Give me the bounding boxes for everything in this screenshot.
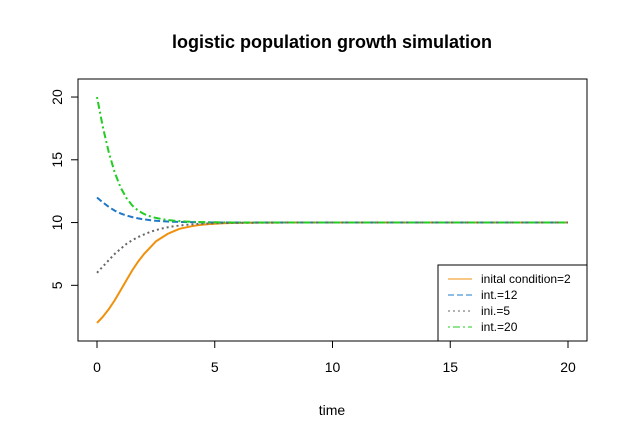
series-line-2 xyxy=(96,196,568,224)
y-axis: 5 10 15 20 xyxy=(49,89,79,289)
y-tick-label: 5 xyxy=(49,281,65,289)
x-tick-label: 20 xyxy=(560,359,576,375)
legend-box xyxy=(437,264,588,342)
series-layer xyxy=(96,96,568,324)
series-line-4 xyxy=(96,96,568,224)
legend-label: int.=20 xyxy=(481,320,518,334)
x-tick-label: 0 xyxy=(93,359,101,375)
chart-title: logistic population growth simulation xyxy=(172,32,492,52)
x-axis-label: time xyxy=(319,402,346,418)
y-tick-label: 20 xyxy=(49,89,65,105)
legend: inital condition=2 int.=12 ini.=5 int.=20 xyxy=(437,264,588,342)
legend-label: ini.=5 xyxy=(481,304,510,318)
y-tick-label: 10 xyxy=(49,215,65,231)
x-axis: 0 5 10 15 20 xyxy=(93,340,576,375)
x-tick-label: 15 xyxy=(442,359,458,375)
x-tick-label: 5 xyxy=(211,359,219,375)
legend-label: int.=12 xyxy=(481,288,518,302)
x-tick-label: 10 xyxy=(325,359,341,375)
y-tick-label: 15 xyxy=(49,152,65,168)
series-line-3 xyxy=(96,221,568,274)
legend-label: inital condition=2 xyxy=(481,272,571,286)
